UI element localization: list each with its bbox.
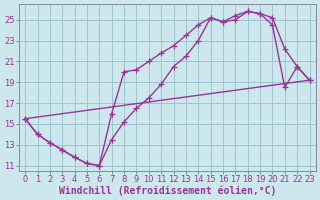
X-axis label: Windchill (Refroidissement éolien,°C): Windchill (Refroidissement éolien,°C) <box>59 185 276 196</box>
